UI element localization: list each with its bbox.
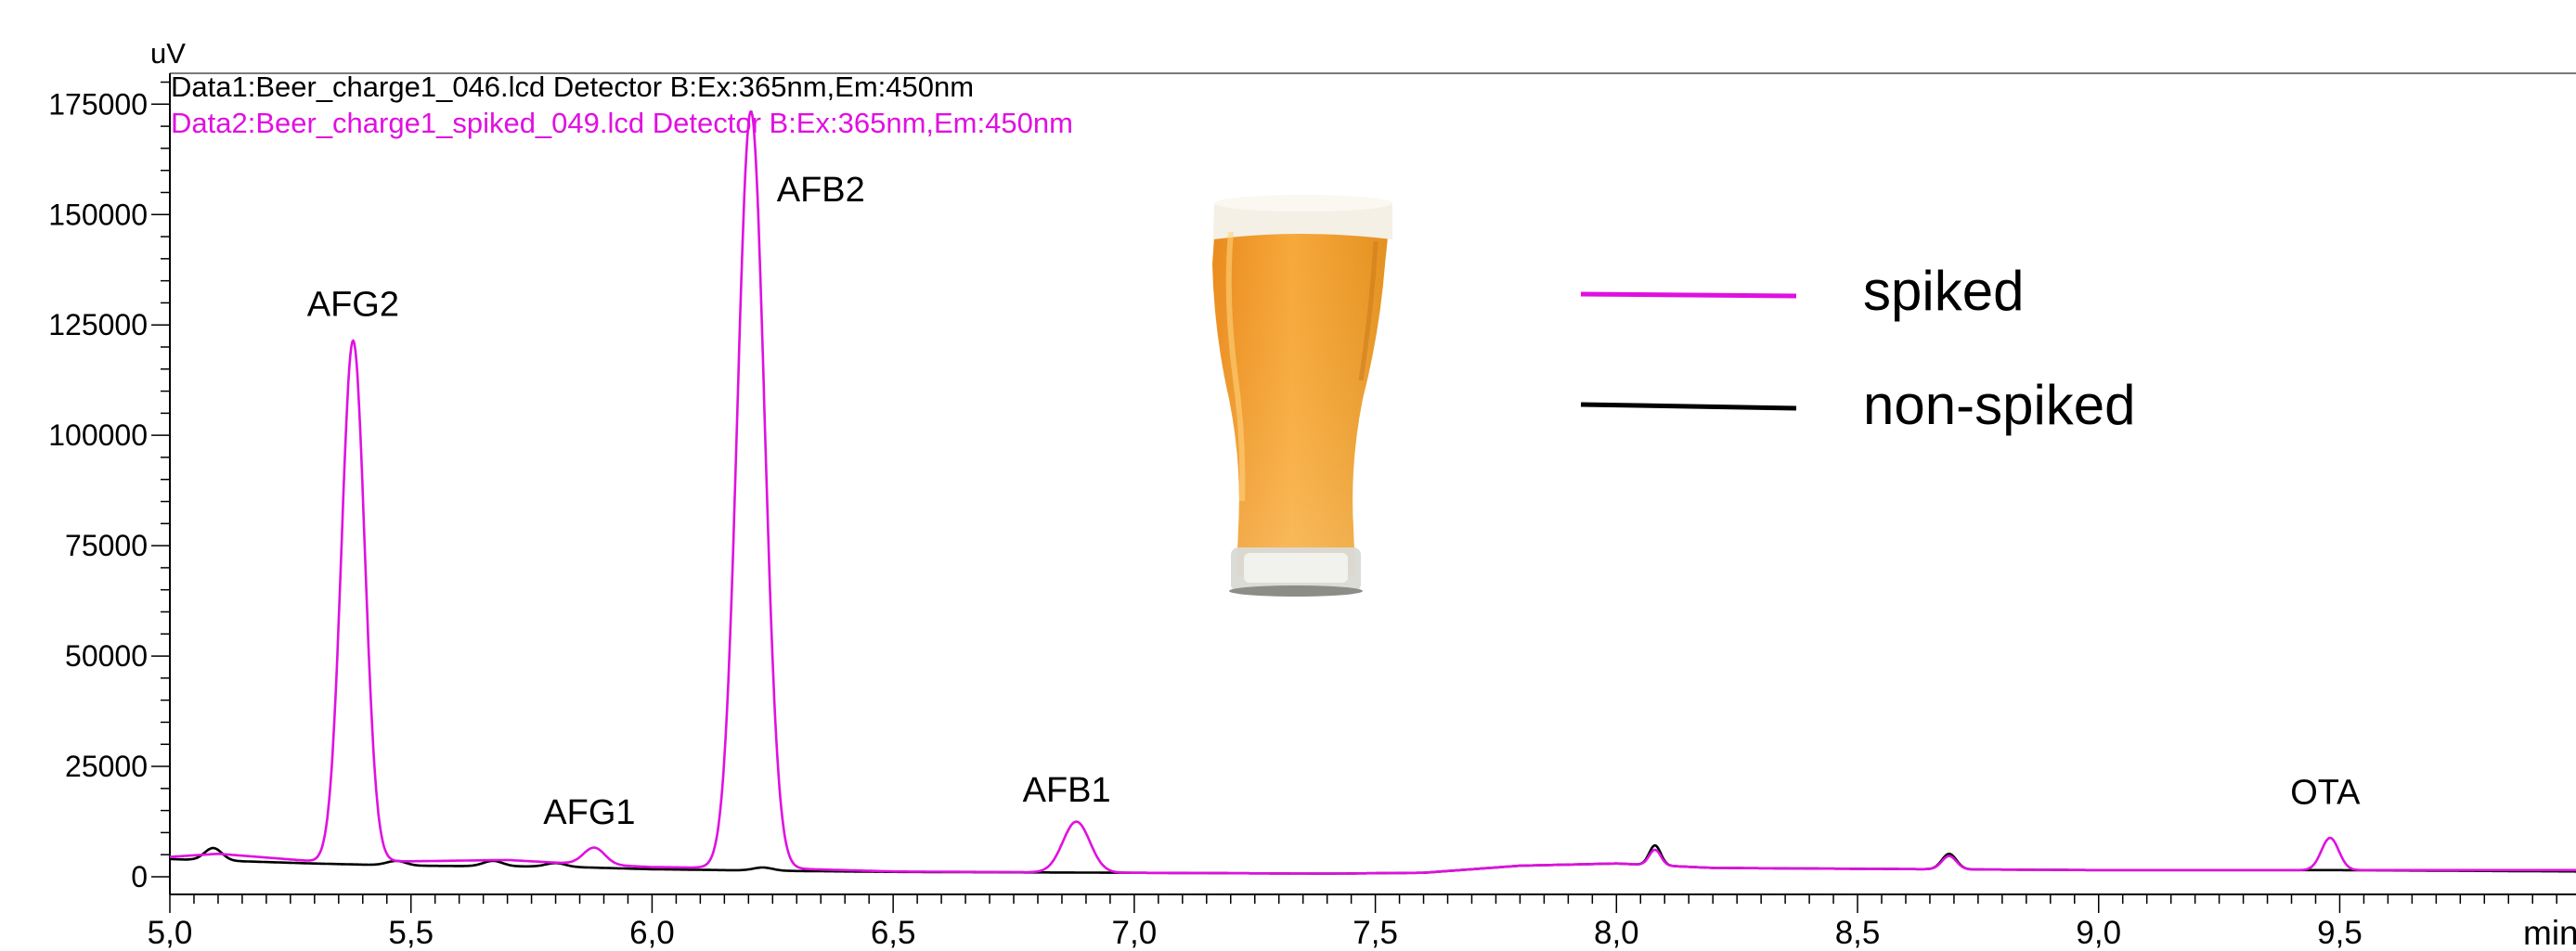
legend-swatch-spiked [1580,291,1797,299]
peak-label-afb2: AFB2 [777,171,865,210]
x-tick-label: 6,0 [629,915,675,951]
plot-frame [169,72,2576,895]
x-tick-label: 9,5 [2317,915,2362,951]
y-tick-label: 75000 [65,529,148,562]
x-axis: 5,0 5,5 6,0 6,5 7,0 7,5 8,0 8,5 9,0 9,5 [148,894,2557,951]
legend-swatch-non-spiked [1580,402,1797,411]
x-tick-label: 9,0 [2076,915,2121,951]
peak-label-afb1: AFB1 [1023,771,1111,810]
peak-label-ota: OTA [2290,773,2361,812]
x-tick-label: 6,5 [871,915,916,951]
x-tick-label: 8,5 [1835,915,1881,951]
series-line-spiked [169,109,2576,875]
series-lines [169,109,2576,875]
x-tick-label: 7,5 [1353,915,1398,951]
peak-label-afg2: AFG2 [307,286,399,325]
legend-label-non-spiked: non-spiked [1863,374,2136,436]
y-tick-label: 150000 [48,198,148,231]
beer-glass-image [1212,195,1392,597]
legend-label-spiked: spiked [1863,260,2024,322]
x-tick-label: 7,0 [1112,915,1158,951]
y-tick-label: 0 [131,860,148,893]
y-axis: 0 25000 50000 75000 100000 125000 150000 175000 [48,81,170,893]
x-tick-label: 5,0 [148,915,193,951]
x-tick-label: 8,0 [1594,915,1639,951]
file-label-data2: Data2:Beer_charge1_spiked_049.lcd Detect… [171,107,1073,139]
y-tick-label: 125000 [48,308,148,341]
peak-label-afg1: AFG1 [543,793,635,832]
y-tick-label: 25000 [65,750,148,783]
y-tick-label: 100000 [48,418,148,452]
peak-labels: AFG2 AFG1 AFB2 AFB1 OTA [307,171,2361,832]
y-axis-unit-label: uV [150,37,186,70]
legend: spiked non-spiked [1580,260,2136,436]
y-tick-label: 50000 [65,639,148,673]
y-tick-label: 175000 [48,87,148,121]
file-label-data1: Data1:Beer_charge1_046.lcd Detector B:Ex… [171,71,974,103]
x-tick-label: 5,5 [388,915,434,951]
x-axis-unit-label: min [2523,914,2576,951]
